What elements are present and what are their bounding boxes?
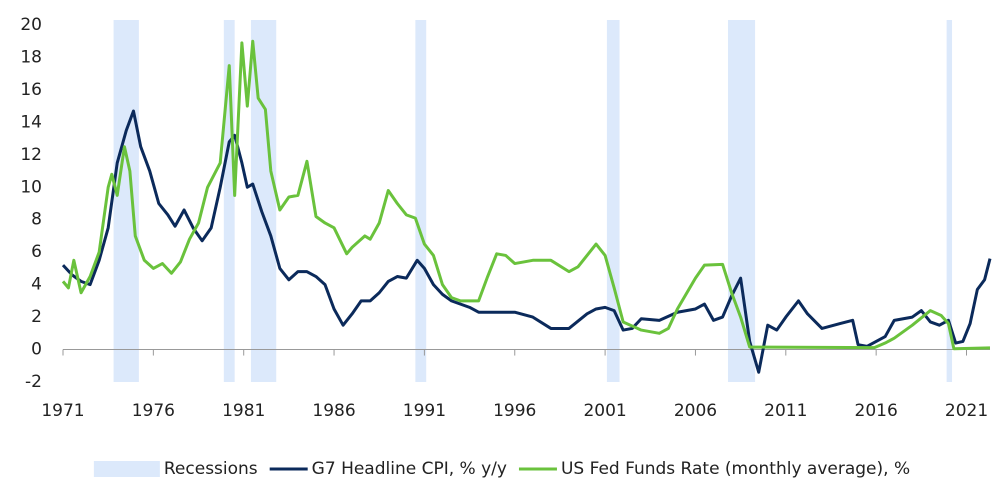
y-tick-label: 10: [20, 177, 42, 197]
series-line: [61, 109, 992, 374]
recession-band: [946, 20, 953, 382]
x-tick-label: 1991: [403, 401, 446, 421]
x-tick-label: 1986: [312, 401, 355, 421]
y-tick-label: 0: [31, 340, 42, 360]
recession-band: [415, 20, 427, 382]
y-tick-label: 12: [20, 145, 42, 165]
x-tick-label: 2006: [674, 401, 717, 421]
legend-label: US Fed Funds Rate (monthly average), %: [561, 459, 910, 479]
x-tick-label: 2011: [764, 401, 807, 421]
x-tick-label: 1981: [222, 401, 265, 421]
x-tick-label: 2001: [583, 401, 626, 421]
y-tick-label: 4: [31, 275, 42, 295]
recession-band: [727, 20, 756, 382]
legend-swatch: [93, 461, 160, 477]
x-tick-label: 1976: [132, 401, 175, 421]
series-line: [61, 39, 991, 351]
legend-label: Recessions: [164, 459, 258, 479]
x-tick-label: 2016: [855, 401, 898, 421]
y-tick-label: 14: [20, 112, 42, 132]
y-tick-label: 6: [31, 242, 42, 262]
y-tick-label: -2: [25, 372, 42, 392]
recession-band: [606, 20, 620, 382]
recession-band: [113, 20, 139, 382]
y-tick-label: 18: [20, 47, 42, 67]
y-tick-label: 20: [20, 15, 42, 35]
y-tick-label: 16: [20, 80, 42, 100]
x-tick-label: 2021: [945, 401, 988, 421]
legend-label: G7 Headline CPI, % y/y: [312, 459, 507, 479]
recession-band: [223, 20, 235, 382]
x-tick-label: 1971: [41, 401, 84, 421]
y-tick-label: 2: [31, 307, 42, 327]
x-tick-label: 1996: [493, 401, 536, 421]
y-tick-label: 8: [31, 210, 42, 230]
